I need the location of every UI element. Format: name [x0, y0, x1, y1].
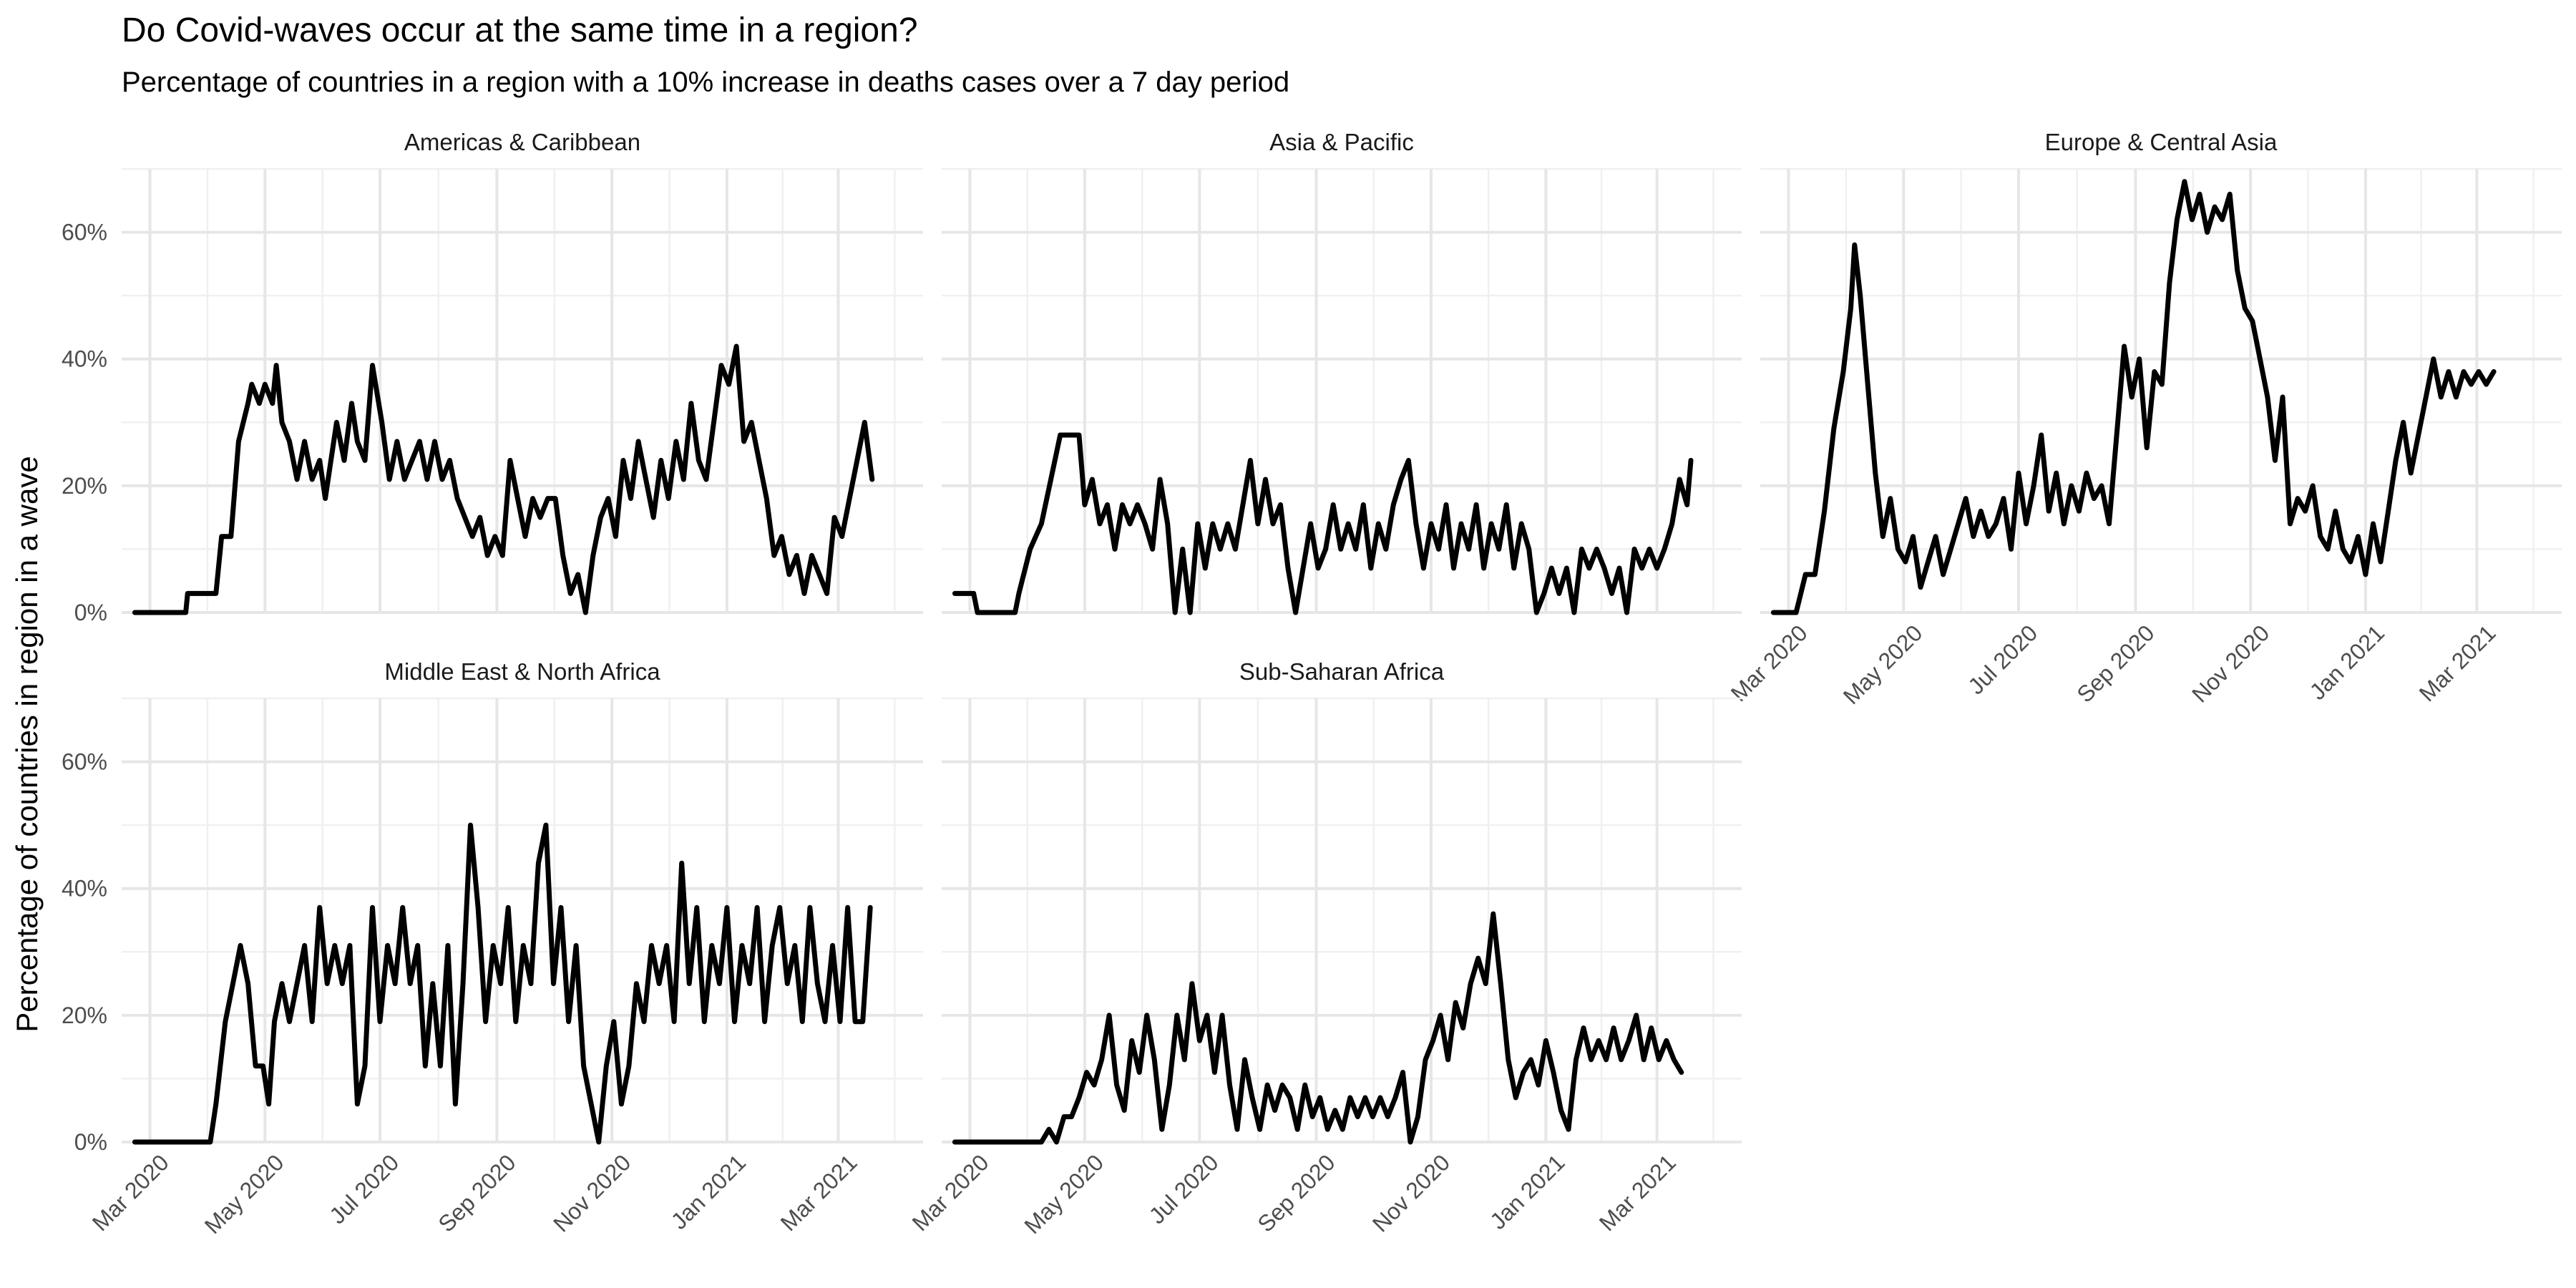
facet-panel: Sub-Saharan Africa Mar 2020 May 2020 Jul 20…	[907, 658, 1742, 1239]
facet-panel: Middle East & North Africa 0% 20% 40% 60% Mar…	[62, 658, 923, 1239]
x-tick-label: Jan 2021	[1485, 1149, 1570, 1234]
series-line	[952, 911, 1684, 1145]
x-tick-label: Sep 2020	[433, 1149, 520, 1236]
y-tick-label: 40%	[62, 346, 107, 372]
y-tick-label: 0%	[74, 1129, 107, 1155]
facet-panel: Asia & Pacific	[942, 129, 1742, 615]
x-tick-label: Nov 2020	[2187, 620, 2274, 707]
x-tick-label: Jul 2020	[1963, 620, 2042, 699]
x-tick-label: Nov 2020	[548, 1149, 635, 1236]
x-tick-label: Jul 2020	[324, 1149, 404, 1229]
series-line	[1770, 179, 2497, 615]
y-tick-label: 60%	[62, 749, 107, 775]
x-tick-label: May 2020	[1838, 620, 1928, 709]
facet-strip-label: Asia & Pacific	[1269, 129, 1414, 155]
x-tick-label: May 2020	[1019, 1149, 1108, 1239]
x-tick-label: Mar 2020	[1726, 620, 1813, 706]
x-tick-label: Jan 2021	[666, 1149, 751, 1234]
y-tick-label: 0%	[74, 600, 107, 625]
y-tick-label: 20%	[62, 473, 107, 499]
x-tick-label: May 2020	[200, 1149, 289, 1239]
x-tick-label: Nov 2020	[1367, 1149, 1455, 1236]
facet-strip-label: Sub-Saharan Africa	[1239, 658, 1445, 685]
facet-panel: Americas & Caribbean 0% 20% 40% 60%	[62, 129, 923, 625]
facet-panel: Europe & Central Asia Mar 2020 May 2020 Jul…	[1726, 129, 2562, 709]
chart-title: Do Covid-waves occur at the same time in…	[122, 11, 918, 49]
x-tick-label: Jan 2021	[2305, 620, 2390, 705]
facet-strip-label: Americas & Caribbean	[404, 129, 640, 155]
facet-strip-label: Middle East & North Africa	[384, 658, 660, 685]
facet-strip-label: Europe & Central Asia	[2045, 129, 2278, 155]
x-tick-label: Mar 2020	[907, 1149, 994, 1236]
facet-panels: Americas & Caribbean 0% 20% 40% 60% Asia & Pa…	[62, 129, 2562, 1239]
y-tick-label: 60%	[62, 220, 107, 245]
y-tick-label: 40%	[62, 876, 107, 902]
series-line	[132, 343, 875, 615]
y-tick-label: 20%	[62, 1002, 107, 1028]
x-tick-label: Mar 2020	[87, 1149, 174, 1236]
x-tick-label: Mar 2021	[2414, 620, 2501, 706]
x-tick-label: Sep 2020	[1252, 1149, 1340, 1236]
x-tick-label: Sep 2020	[2072, 620, 2159, 707]
series-line	[132, 822, 873, 1145]
x-tick-label: Mar 2021	[1594, 1149, 1681, 1236]
series-line	[952, 432, 1694, 615]
x-tick-label: Jul 2020	[1144, 1149, 1224, 1229]
chart-subtitle: Percentage of countries in a region with…	[122, 67, 1289, 98]
y-axis-label: Percentage of countries in region in a w…	[10, 456, 44, 1033]
x-tick-label: Mar 2021	[776, 1149, 862, 1236]
